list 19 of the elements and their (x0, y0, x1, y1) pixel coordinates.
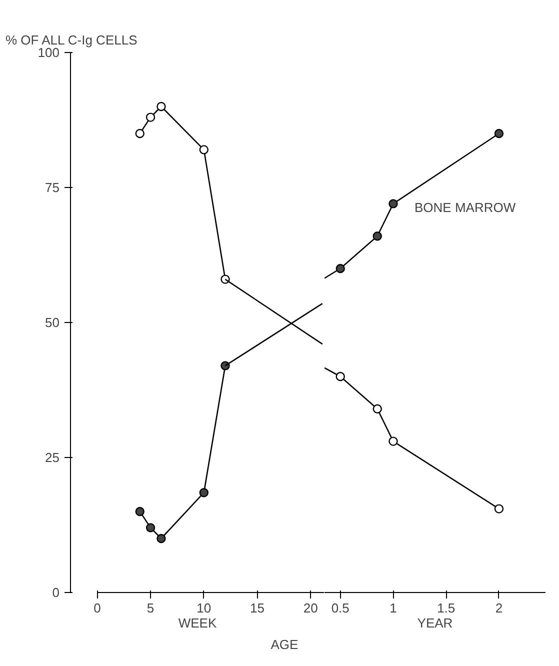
y-tick-label: 100 (38, 45, 60, 60)
x-tick-label: 0.5 (331, 600, 350, 616)
text: AGE (270, 636, 298, 654)
annotation: BONE MARROW (414, 200, 516, 215)
x-tick-label: 1 (390, 600, 397, 616)
y-tick-label: 25 (45, 450, 60, 465)
y-tick-label: 75 (45, 180, 60, 195)
x-axis-title: WEEK (178, 616, 217, 630)
x-tick-label: 0 (94, 600, 101, 616)
x-tick-label: 10 (196, 600, 212, 616)
x-tick-label: 20 (303, 600, 318, 616)
y-tick-label: 50 (45, 315, 60, 330)
y-tick-label: 0 (52, 585, 60, 600)
x-tick-label: 5 (146, 600, 154, 616)
x-axis-title: YEAR (417, 616, 453, 630)
x-tick-label: 1.5 (437, 600, 456, 616)
x-tick-label: 15 (250, 600, 265, 616)
x-tick-label: 2 (495, 600, 503, 616)
y-axis-title: % OF ALL C-Ig CELLS (6, 32, 138, 48)
